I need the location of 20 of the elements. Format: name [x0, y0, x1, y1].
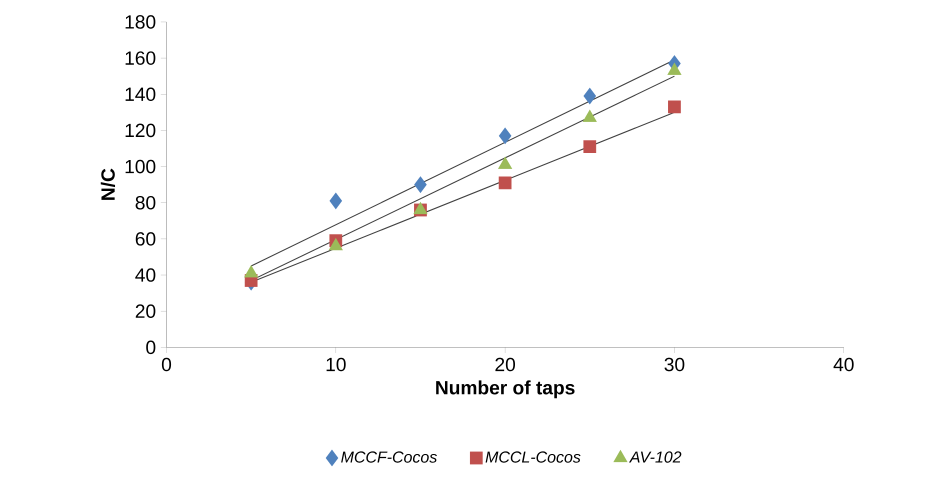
y-tick-label: 20	[136, 304, 156, 318]
y-tick-label: 40	[135, 268, 156, 282]
y-axis-title: N/C	[100, 168, 116, 200]
legend-label: MCCL-Cocos	[486, 451, 581, 463]
x-tick-label: 40	[834, 358, 854, 372]
y-tick-label: 0	[146, 340, 156, 354]
legend-label: AV-102	[629, 451, 682, 463]
legend-label: MCCF-Cocos	[341, 451, 437, 463]
y-tick-label: 80	[136, 196, 156, 210]
x-tick-label: 0	[162, 358, 172, 372]
x-tick-label: 20	[495, 358, 516, 372]
y-tick-label: 100	[126, 160, 156, 174]
y-tick-label: 160	[126, 51, 156, 65]
x-tick-label: 30	[664, 358, 684, 372]
y-tick-label: 120	[126, 124, 156, 138]
y-tick-label: 180	[126, 15, 156, 29]
x-axis-title: Number of taps	[436, 380, 575, 398]
y-tick-label: 60	[136, 232, 156, 246]
x-tick-label: 10	[326, 358, 346, 372]
y-tick-label: 140	[126, 87, 156, 102]
